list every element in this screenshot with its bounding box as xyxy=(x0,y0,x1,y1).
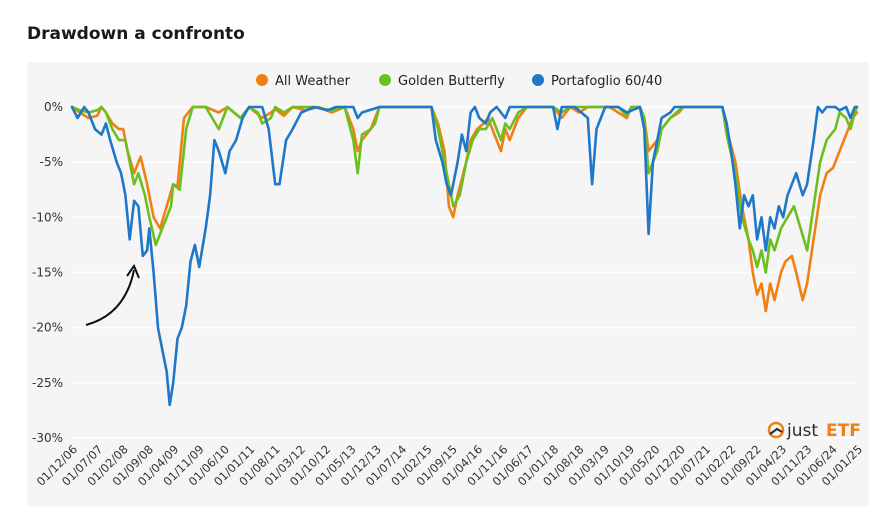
legend-label[interactable]: All Weather xyxy=(275,74,351,89)
gridlines xyxy=(72,106,857,439)
series-lines xyxy=(70,105,859,407)
logo-text-just: just xyxy=(786,421,818,441)
series-line-golden-butterfly xyxy=(70,105,859,274)
legend-label[interactable]: Portafoglio 60/40 xyxy=(551,74,662,89)
legend-label[interactable]: Golden Butterfly xyxy=(398,74,505,89)
y-tick-label: -20% xyxy=(32,321,63,335)
y-tick-label: -15% xyxy=(32,266,63,280)
y-tick-label: 0% xyxy=(44,100,63,114)
x-axis: 01/12/0601/07/0701/02/0801/09/0801/04/09… xyxy=(34,442,865,488)
legend-marker xyxy=(532,74,544,86)
y-tick-label: -5% xyxy=(40,155,63,169)
annotation xyxy=(85,263,140,326)
annotation-arrow xyxy=(85,269,135,326)
y-tick-label: -25% xyxy=(32,376,63,390)
logo-icon xyxy=(767,421,785,439)
annotation-arrowhead xyxy=(126,263,140,279)
y-axis: 0% -5% -10% -15% -20% -25% -30% xyxy=(32,100,63,445)
y-tick-label: -30% xyxy=(32,431,63,445)
logo-text-etf: ETF xyxy=(826,421,861,441)
legend-marker xyxy=(379,74,391,86)
y-tick-label: -10% xyxy=(32,210,63,224)
series-line-portafoglio-60-40 xyxy=(70,105,859,407)
logo-arrow-icon xyxy=(769,427,783,435)
justetf-logo: just ETF xyxy=(767,421,861,441)
legend: All Weather Golden Butterfly Portafoglio 6… xyxy=(256,74,662,89)
legend-marker xyxy=(256,74,268,86)
chart-title: Drawdown a confronto xyxy=(27,24,245,44)
